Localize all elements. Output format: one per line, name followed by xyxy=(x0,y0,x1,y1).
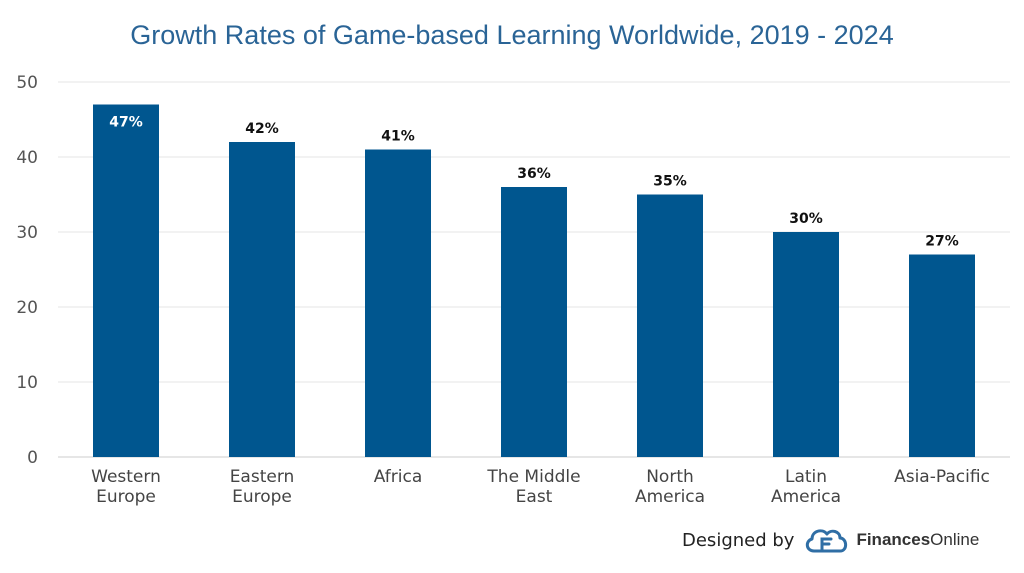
credit-prefix: Designed by xyxy=(682,529,795,551)
data-label: 35% xyxy=(653,174,687,190)
bar xyxy=(365,149,431,457)
bar xyxy=(501,187,567,457)
category-label: Latin xyxy=(785,467,827,487)
brand-name: FinancesOnline xyxy=(856,530,979,550)
chart-title: Growth Rates of Game-based Learning Worl… xyxy=(130,20,894,50)
data-label: 42% xyxy=(245,121,279,137)
category-label: Europe xyxy=(232,487,292,507)
data-label: 41% xyxy=(381,129,415,145)
category-label: Eastern xyxy=(230,467,295,487)
category-label: Asia-Pacific xyxy=(894,467,990,487)
bar xyxy=(909,254,975,457)
y-tick-label: 20 xyxy=(16,298,38,318)
y-tick-label: 10 xyxy=(16,373,38,393)
cloud-f-logo-icon xyxy=(806,529,848,553)
bar xyxy=(773,232,839,457)
category-label: East xyxy=(516,487,553,507)
brand-name-regular: Online xyxy=(930,530,980,549)
credit: Designed by FinancesOnline xyxy=(682,522,979,558)
y-tick-label: 50 xyxy=(16,73,38,93)
category-label: Africa xyxy=(374,467,423,487)
y-tick-label: 40 xyxy=(16,148,38,168)
category-label: America xyxy=(771,487,841,507)
category-label: North xyxy=(646,467,694,487)
y-tick-label: 30 xyxy=(16,223,38,243)
bar xyxy=(637,194,703,457)
data-label: 36% xyxy=(517,166,551,182)
bar xyxy=(93,104,159,457)
data-label: 30% xyxy=(789,211,823,227)
brand-name-bold: Finances xyxy=(856,530,931,549)
category-label: Western xyxy=(91,467,161,487)
bar xyxy=(229,142,295,457)
y-tick-label: 0 xyxy=(27,448,38,468)
category-label: Europe xyxy=(96,487,156,507)
data-label: 47% xyxy=(109,115,143,131)
category-label: The Middle xyxy=(486,467,580,487)
category-label: America xyxy=(635,487,705,507)
data-label: 27% xyxy=(925,234,959,250)
